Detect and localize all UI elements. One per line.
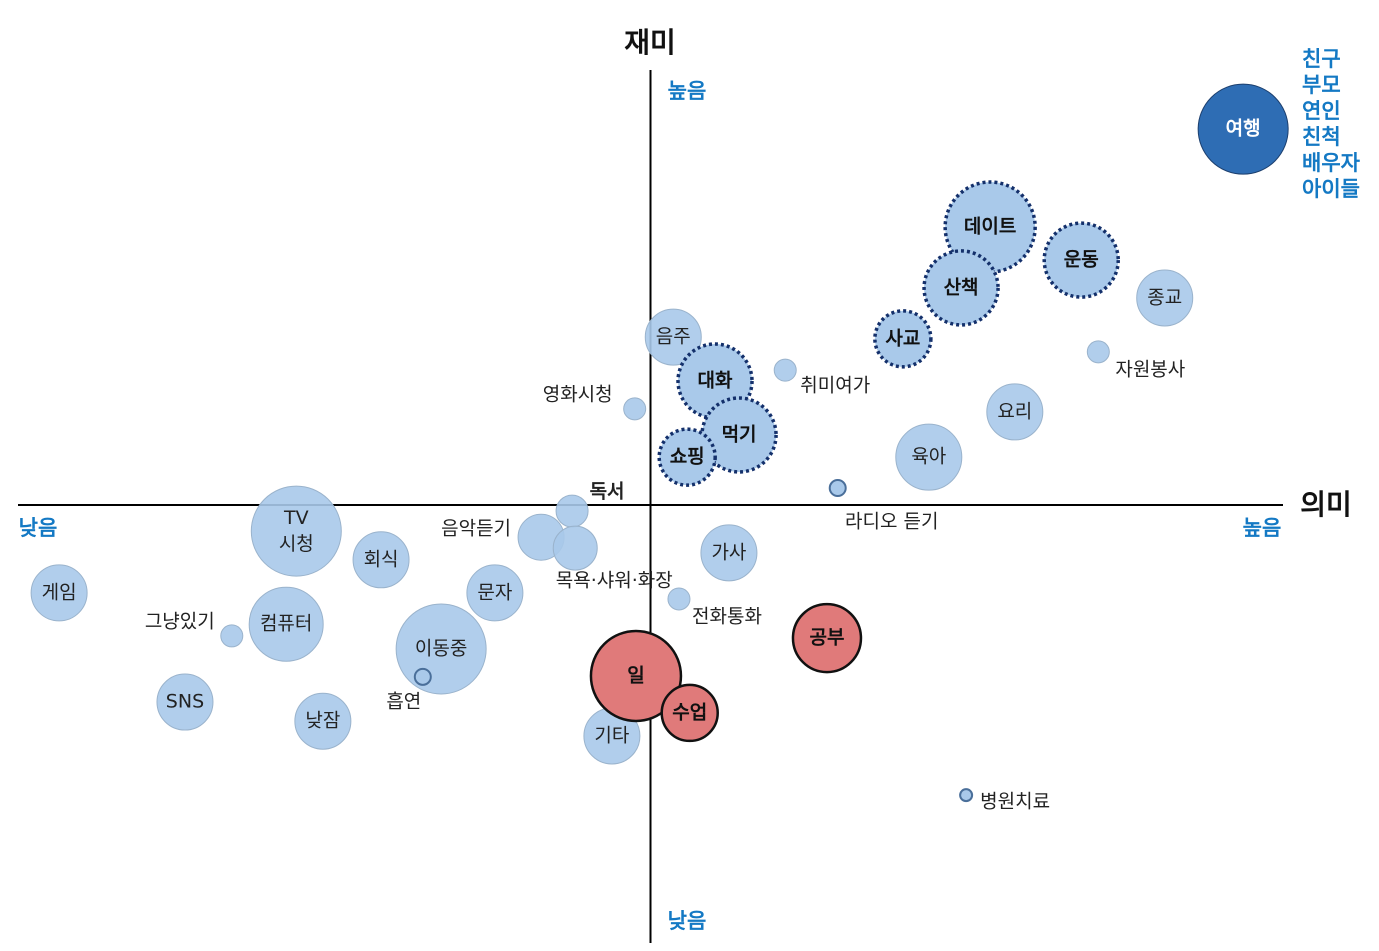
- bubble: [555, 494, 589, 528]
- bubble: [943, 180, 1037, 274]
- bubble: [1197, 83, 1289, 175]
- x-low-label: 낮음: [19, 516, 58, 540]
- annotation: 친구: [1302, 47, 1341, 71]
- bubble-label: 공부: [809, 627, 844, 649]
- bubble: [413, 667, 432, 686]
- bubble-label: 취미여가: [800, 375, 870, 397]
- y-low-label: 낮음: [668, 909, 707, 933]
- bubble: [552, 525, 598, 571]
- bubble-label: 목욕·샤워·화장: [556, 570, 673, 592]
- x-high-label: 높음: [1243, 516, 1282, 540]
- bubble: [791, 602, 863, 674]
- bubble: [294, 692, 352, 750]
- bubble: [922, 249, 1000, 327]
- bubble-label: 종교: [1147, 286, 1182, 308]
- bubble: [1136, 269, 1194, 327]
- bubble-label: 병원치료: [980, 791, 1050, 813]
- bubble: [623, 397, 647, 421]
- annotation: 아이들: [1302, 177, 1360, 201]
- bubble: [589, 629, 683, 723]
- bubble: [644, 308, 702, 366]
- bubble-label: 음주: [656, 326, 691, 348]
- bubble-label: 수업: [672, 701, 707, 723]
- y-axis-label: 재미: [624, 26, 676, 59]
- bubble: [959, 788, 974, 803]
- bubble: [700, 524, 758, 582]
- bubble-label: 먹기: [722, 423, 757, 445]
- bubble-label: 쇼핑: [670, 446, 705, 468]
- bubble-label: TV 시청: [279, 507, 314, 555]
- bubble-label: 가사: [711, 541, 746, 563]
- annotation: 배우자: [1302, 151, 1361, 175]
- bubble-label: 회식: [364, 548, 399, 570]
- bubble-label: 대화: [698, 370, 733, 392]
- bubble-label: 컴퓨터: [260, 613, 312, 635]
- bubble-label: 일: [627, 664, 644, 686]
- bubble: [220, 624, 244, 648]
- bubble: [657, 427, 717, 487]
- y-high-label: 높음: [668, 79, 707, 103]
- bubble-label: 사교: [885, 327, 920, 349]
- bubble-label: 산책: [944, 276, 979, 298]
- bubble: [352, 531, 410, 589]
- bubble: [1042, 221, 1120, 299]
- bubble: [30, 564, 88, 622]
- bubble: [667, 587, 691, 611]
- bubble: [156, 673, 214, 731]
- bubble-label: 기타: [594, 724, 629, 746]
- bubble: [828, 479, 847, 498]
- bubble-label: 영화시청: [543, 383, 613, 405]
- bubble: [986, 383, 1044, 441]
- bubble-label: 라디오 듣기: [845, 511, 938, 533]
- bubble: [1086, 340, 1110, 364]
- bubble-label: 낮잠: [305, 710, 340, 732]
- bubble-label: 음악듣기: [441, 518, 511, 540]
- bubble-label: 여행: [1226, 118, 1261, 140]
- bubble-label: SNS: [166, 691, 204, 713]
- bubble-label: 이동중: [415, 637, 467, 659]
- bubble: [660, 683, 719, 743]
- bubble-label: 문자: [477, 581, 512, 603]
- bubble-label: 데이트: [964, 216, 1016, 238]
- bubble: [248, 586, 324, 662]
- bubble: [873, 309, 933, 369]
- bubble-label: 게임: [42, 581, 77, 603]
- annotation: 연인: [1302, 99, 1341, 123]
- bubble: [773, 358, 797, 382]
- bubble-label: 운동: [1064, 249, 1099, 271]
- bubble-label: 자원봉사: [1115, 358, 1185, 380]
- bubble: [466, 564, 524, 622]
- bubble-label: 전화통화: [692, 605, 762, 627]
- bubble-label: 흡연: [386, 690, 421, 712]
- bubble: [895, 423, 963, 491]
- bubble: [250, 485, 342, 577]
- bubble-label: 육아: [911, 446, 946, 468]
- bubble-label: 요리: [997, 400, 1032, 422]
- annotation: 부모: [1302, 73, 1341, 97]
- bubble-label: 독서: [590, 481, 625, 503]
- bubble-label: 그냥있기: [145, 610, 215, 632]
- x-axis-label: 의미: [1300, 488, 1352, 521]
- annotation: 친척: [1302, 125, 1341, 149]
